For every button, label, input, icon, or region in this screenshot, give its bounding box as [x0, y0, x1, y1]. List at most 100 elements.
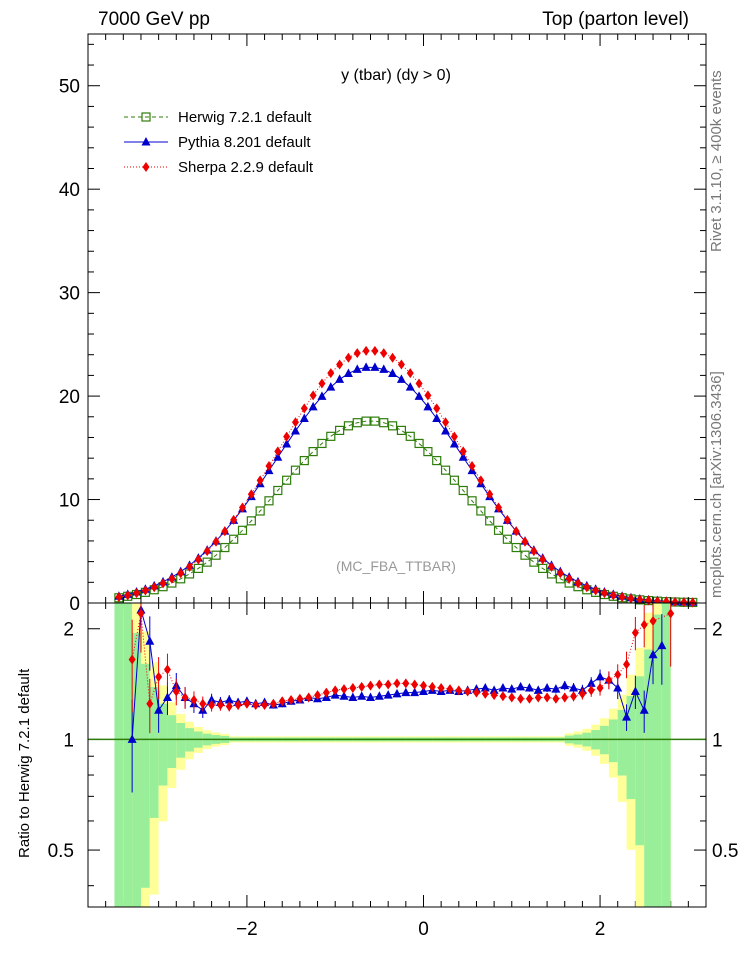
ratio-point [224, 694, 234, 704]
data-point [389, 352, 397, 363]
ratio-point [358, 681, 366, 692]
ratio-point [314, 690, 322, 701]
ratio-point [419, 680, 427, 691]
data-point [379, 364, 389, 373]
data-point [291, 417, 299, 428]
data-point [274, 446, 282, 457]
data-point [265, 461, 273, 472]
data-point [565, 573, 573, 584]
ratio-point [269, 698, 277, 709]
y-tick-label: 0 [69, 594, 80, 615]
ratio-point [128, 654, 136, 665]
data-point [476, 506, 486, 516]
data-point [442, 417, 450, 428]
ratio-point [401, 687, 411, 697]
data-point [450, 431, 458, 442]
ratio-point [287, 694, 295, 705]
ratio-point [410, 687, 420, 697]
data-point [396, 374, 406, 383]
data-point [405, 431, 415, 441]
y-tick-label: 50 [59, 77, 80, 98]
ratio-point [296, 693, 304, 704]
ratio-point [190, 694, 198, 705]
y-tick-label: 10 [59, 491, 80, 512]
data-point [230, 514, 238, 525]
ratio-point [480, 682, 490, 692]
series-line [118, 420, 693, 603]
data-point [530, 546, 538, 557]
ratio-point [411, 679, 419, 690]
ratio-point [181, 692, 189, 703]
ratio-point [199, 698, 207, 709]
data-point [326, 382, 336, 391]
ratio-point [234, 700, 242, 711]
ratio-point [428, 681, 436, 692]
ratio-point [146, 698, 154, 709]
ratio-point [137, 608, 145, 619]
ratio-point [498, 682, 508, 692]
data-point [344, 352, 352, 363]
data-point [352, 364, 362, 373]
data-point [264, 496, 274, 506]
ratio-point [507, 684, 517, 693]
ratio-point [278, 696, 286, 707]
ratio-point [631, 627, 639, 638]
data-point [133, 588, 141, 599]
data-point [388, 368, 398, 377]
data-point [273, 485, 283, 496]
data-point [202, 557, 212, 567]
ratio-point [667, 608, 675, 619]
ratio-point [374, 691, 384, 700]
ratio-series-pythia [127, 603, 667, 793]
data-point [539, 554, 547, 565]
ratio-point [586, 678, 596, 687]
y-tick-label: 40 [59, 180, 80, 201]
ratio-point [657, 640, 667, 650]
data-point [458, 452, 468, 461]
ratio-point [349, 682, 357, 693]
data-point [512, 526, 520, 537]
ratio-point [490, 690, 498, 701]
data-point [335, 374, 345, 383]
data-point [335, 425, 345, 436]
ratio-point [552, 693, 560, 704]
data-point [459, 446, 467, 457]
band-inner [132, 633, 141, 907]
ratio-point [402, 678, 410, 689]
y-tick-label: 30 [59, 284, 80, 305]
ratio-point [481, 688, 489, 699]
data-point [556, 568, 564, 579]
data-point [405, 382, 415, 391]
uncertainty-bands [114, 603, 671, 907]
ratio-point [630, 686, 640, 695]
band-inner [114, 603, 124, 907]
data-point [256, 475, 264, 486]
ratio-point [640, 619, 648, 630]
ratio-point [163, 664, 171, 675]
data-point [423, 446, 433, 457]
data-point [441, 425, 451, 435]
data-point [370, 416, 380, 426]
ratio-point [524, 682, 534, 692]
data-point [343, 421, 354, 431]
data-point [352, 418, 362, 428]
ratio-y-tick-label: 1 [63, 730, 74, 751]
plot-title: y (tbar) (dy > 0) [341, 67, 451, 84]
ratio-point [243, 698, 251, 709]
data-point [449, 438, 459, 448]
data-point [211, 550, 221, 560]
ratio-point [155, 671, 163, 682]
data-point [493, 525, 504, 535]
ratio-y-tick-label: 0.5 [48, 841, 74, 862]
ratio-y-tick-label-right: 0.5 [712, 841, 738, 862]
ratio-frame [87, 602, 707, 908]
x-tick-label: 2 [595, 919, 606, 940]
data-point [468, 461, 476, 472]
data-point [353, 348, 361, 359]
ratio-point [437, 682, 445, 693]
data-point [671, 596, 679, 607]
data-point [574, 578, 582, 589]
data-point [336, 359, 344, 370]
data-point [520, 550, 530, 560]
data-point [246, 516, 256, 526]
